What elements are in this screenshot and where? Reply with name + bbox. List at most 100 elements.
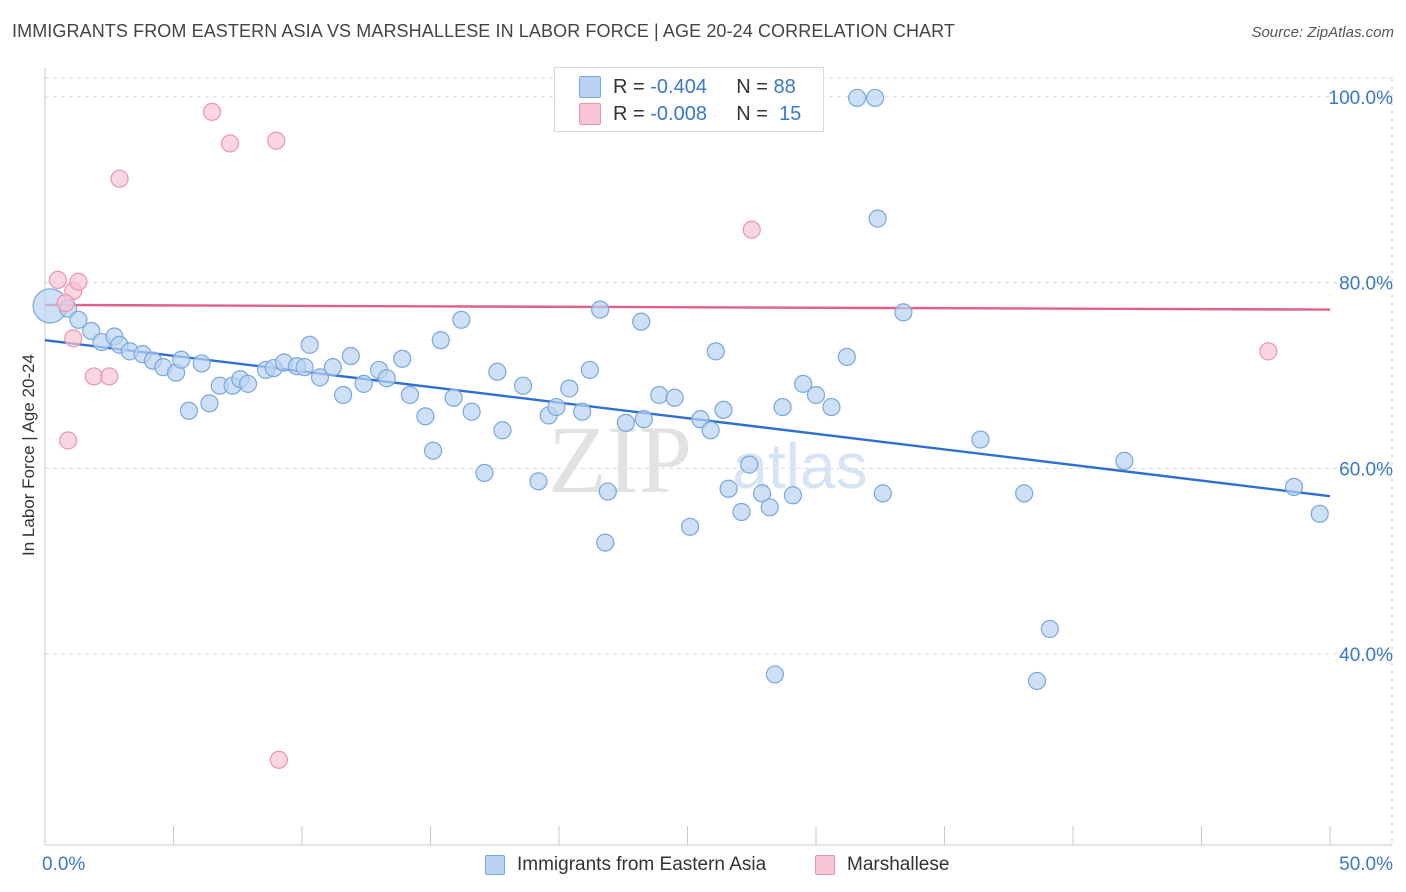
y-tick-label: 60.0% <box>1339 459 1393 480</box>
eastern-asia-point <box>868 209 887 228</box>
tick-labels: 100.0% 80.0% 60.0% 40.0% 0.0% 50.0% <box>42 88 1393 875</box>
eastern-asia-point <box>1310 504 1329 523</box>
legend-label-eastern-asia: Immigrants from Eastern Asia <box>517 854 767 875</box>
eastern-asia-point <box>423 441 443 460</box>
legend-item-eastern-asia[interactable]: Immigrants from Eastern Asia <box>485 852 766 878</box>
eastern-asia-point <box>529 472 548 491</box>
eastern-asia-point <box>400 385 420 405</box>
eastern-asia-point <box>591 300 610 319</box>
eastern-asia-point <box>416 407 435 426</box>
eastern-asia-point <box>1027 671 1047 691</box>
marshallese-point <box>110 169 129 188</box>
eastern-asia-point <box>650 385 669 405</box>
y-tick-label: 80.0% <box>1339 274 1393 295</box>
eastern-asia-point <box>547 397 566 417</box>
source-label: Source: ZipAtlas.com <box>1251 24 1394 41</box>
eastern-asia-point <box>740 455 759 474</box>
eastern-asia-point <box>873 484 892 503</box>
eastern-asia-point <box>431 331 450 350</box>
eastern-asia-point <box>1015 484 1034 503</box>
n-value: 88 <box>773 75 796 98</box>
eastern-asia-point <box>752 484 772 503</box>
eastern-asia-point <box>616 413 635 432</box>
eastern-asia-point <box>238 374 258 393</box>
eastern-asia-point <box>200 394 219 413</box>
y-axis-label: In Labor Force | Age 20-24 <box>19 354 38 556</box>
marshallese-point <box>269 750 288 769</box>
eastern-asia-point <box>634 410 653 429</box>
eastern-asia-point <box>393 349 412 368</box>
eastern-asia-point <box>560 379 579 398</box>
pink-swatch <box>579 103 601 125</box>
eastern-asia-point <box>691 410 710 429</box>
marshallese-point <box>56 293 75 313</box>
eastern-asia-point <box>69 310 88 329</box>
eastern-asia-point <box>493 421 512 440</box>
legend-item-marshallese[interactable]: Marshallese <box>815 852 949 878</box>
marshallese-trend-line <box>44 303 1331 311</box>
eastern-asia-point <box>719 479 738 498</box>
eastern-asia-point <box>354 374 373 393</box>
marshallese-point <box>69 272 88 291</box>
marshallese-point <box>59 431 78 450</box>
eastern-asia-point <box>513 376 533 395</box>
eastern-asia-point <box>300 335 319 354</box>
eastern-asia-point <box>773 397 792 417</box>
n-value: 15 <box>779 102 802 125</box>
eastern-asia-point <box>783 486 802 505</box>
eastern-asia-point <box>82 321 101 341</box>
stats-row-blue: R = -0.404 N = 88 <box>555 73 796 101</box>
eastern-asia-point <box>701 421 720 440</box>
eastern-asia-point <box>732 502 751 522</box>
eastern-asia-point <box>806 385 826 405</box>
grid-lines <box>45 77 1393 845</box>
eastern-asia-point <box>794 374 813 393</box>
x-tick-label: 50.0% <box>1339 854 1393 875</box>
marshallese-point <box>267 131 286 150</box>
eastern-asia-point <box>714 400 733 419</box>
marshallese-point <box>84 367 103 386</box>
eastern-asia-point <box>894 303 913 322</box>
marshallese-point <box>64 329 83 348</box>
n-label: N = <box>736 102 768 125</box>
stats-legend: R = -0.404 N = 88 R = -0.008 N = 15 <box>554 67 824 132</box>
eastern-asia-point <box>444 388 463 407</box>
bottom-legend: Immigrants from Eastern Asia Marshallese <box>0 852 1406 878</box>
eastern-asia-point <box>765 665 784 684</box>
eastern-asia-point <box>706 342 725 361</box>
eastern-asia-point <box>822 397 841 417</box>
eastern-asia-point <box>837 347 856 367</box>
marshallese-point <box>48 270 67 289</box>
eastern-asia-point <box>596 533 615 552</box>
eastern-asia-point <box>598 482 617 501</box>
eastern-asia-point <box>680 517 700 536</box>
r-label: R = <box>613 102 645 125</box>
eastern-asia-point <box>573 402 592 421</box>
axes <box>44 68 1392 846</box>
r-value: -0.404 <box>650 75 707 98</box>
marshallese-point <box>1259 342 1278 361</box>
x-tick-label: 0.0% <box>42 854 85 875</box>
eastern-asia-point <box>179 401 199 420</box>
eastern-asia-point <box>971 430 990 449</box>
eastern-asia-point <box>632 312 651 331</box>
eastern-asia-point <box>323 358 342 377</box>
eastern-asia-point <box>665 388 684 407</box>
y-tick-label: 100.0% <box>1329 88 1394 109</box>
r-label: R = <box>613 75 645 98</box>
eastern-asia-point <box>462 402 481 421</box>
eastern-asia-point <box>848 88 867 108</box>
eastern-asia-point <box>475 463 494 483</box>
marshallese-point <box>100 367 119 386</box>
eastern-asia-point <box>192 354 211 373</box>
marshallese-point <box>202 102 222 121</box>
n-label: N = <box>736 75 768 98</box>
eastern-asia-point <box>172 350 191 369</box>
marshallese-point <box>220 134 240 153</box>
eastern-asia-point <box>295 358 314 377</box>
eastern-asia-point <box>488 362 507 381</box>
eastern-asia-point <box>452 310 471 329</box>
legend-swatch-blue <box>485 855 505 875</box>
legend-label-marshallese: Marshallese <box>847 854 950 875</box>
